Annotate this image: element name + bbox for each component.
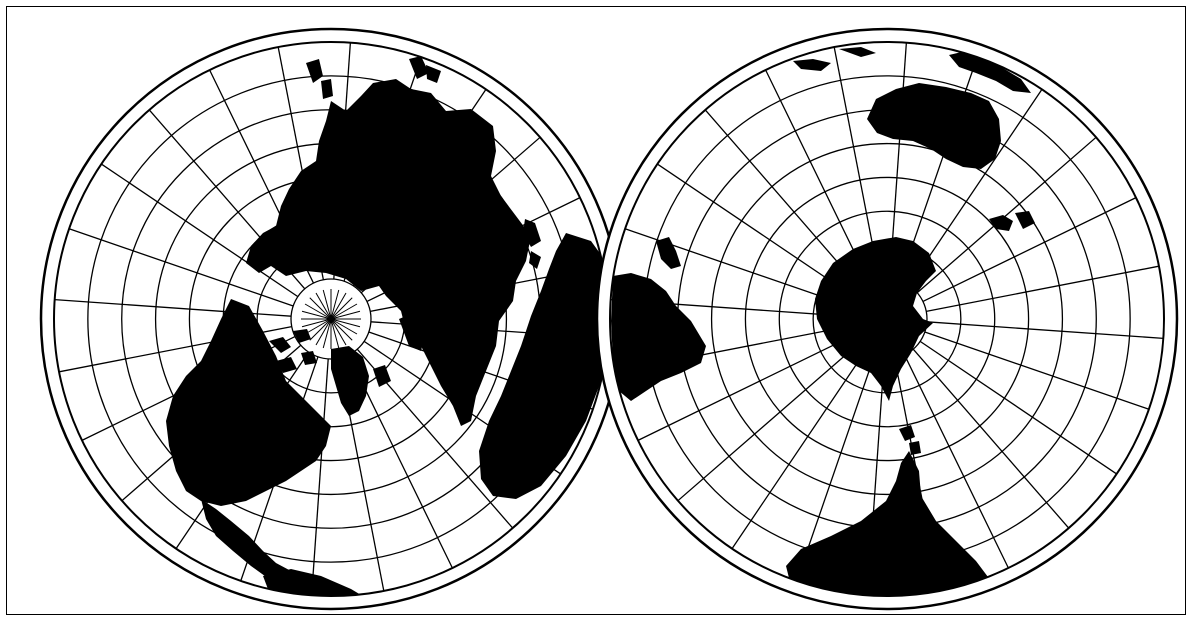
landmass-madagascar bbox=[656, 237, 681, 269]
landmass-indonesia bbox=[793, 47, 1031, 93]
pole-ray bbox=[330, 318, 353, 341]
landmass-south-islands bbox=[899, 425, 921, 455]
pole-ray bbox=[330, 303, 358, 320]
pole-ray bbox=[330, 318, 361, 328]
pole-ray bbox=[309, 297, 332, 320]
parallel-circle bbox=[710, 142, 1064, 496]
meridian-line bbox=[765, 69, 871, 284]
pole-ray bbox=[330, 318, 347, 346]
meridian-line bbox=[919, 340, 1117, 475]
meridian-line bbox=[912, 348, 1070, 529]
landmass-australia bbox=[867, 83, 1001, 169]
north-pole-marker bbox=[301, 289, 361, 349]
meridian-line bbox=[637, 335, 852, 441]
meridian-line bbox=[908, 89, 1043, 287]
pole-ray bbox=[301, 310, 332, 320]
meridian-line bbox=[924, 331, 1150, 410]
meridian-line bbox=[677, 344, 858, 502]
landmass-east-islands bbox=[523, 219, 541, 269]
landmass-scandinavia bbox=[399, 313, 426, 351]
landmass-central-america bbox=[201, 499, 301, 586]
pole-ray bbox=[330, 318, 340, 349]
pole-ray bbox=[309, 318, 332, 341]
landmass-south-america bbox=[786, 451, 991, 596]
meridian-line bbox=[833, 46, 881, 280]
pole-ray bbox=[322, 289, 332, 320]
pole-ray bbox=[304, 303, 332, 320]
pole-ray bbox=[301, 318, 332, 328]
landmass-north-america bbox=[166, 299, 331, 506]
landmass-new-zealand bbox=[989, 211, 1035, 231]
pole-ray bbox=[330, 310, 361, 320]
pole-ray bbox=[330, 292, 347, 320]
pole-ray bbox=[330, 318, 358, 335]
landmass-greenland bbox=[331, 346, 369, 416]
pole-ray bbox=[304, 318, 332, 335]
meridian-line bbox=[101, 163, 299, 298]
south-hemisphere bbox=[595, 27, 1179, 611]
pole-ray bbox=[330, 289, 340, 320]
meridian-line bbox=[903, 354, 1009, 569]
parallel-circle bbox=[744, 176, 1030, 462]
landmass-arctic-archipelago bbox=[269, 329, 317, 373]
parallel-circle bbox=[778, 210, 996, 428]
meridian-line bbox=[731, 351, 866, 549]
landmass-antarctica bbox=[815, 237, 936, 401]
meridian-line bbox=[68, 228, 294, 307]
meridian-line bbox=[916, 136, 1097, 294]
map-frame bbox=[6, 6, 1186, 615]
meridian-line bbox=[704, 109, 862, 290]
pole-ray bbox=[315, 318, 332, 346]
landmass-africa bbox=[479, 233, 608, 499]
pole-ray bbox=[322, 318, 332, 349]
south-landmasses bbox=[611, 47, 1035, 596]
landmass-eurasia bbox=[246, 79, 531, 426]
meridian-line bbox=[796, 356, 875, 582]
meridian-line bbox=[922, 197, 1137, 303]
meridian-line bbox=[657, 163, 855, 298]
landmass-british-isles bbox=[373, 365, 391, 387]
meridian-line bbox=[926, 321, 1164, 340]
meridian-line bbox=[310, 358, 329, 596]
world-map bbox=[39, 27, 1179, 611]
north-hemisphere bbox=[39, 27, 623, 611]
meridian-line bbox=[926, 265, 1160, 313]
landmass-africa-south bbox=[611, 273, 706, 401]
pole-ray bbox=[330, 297, 353, 320]
north-landmasses bbox=[166, 56, 608, 596]
pole-ray bbox=[315, 292, 332, 320]
